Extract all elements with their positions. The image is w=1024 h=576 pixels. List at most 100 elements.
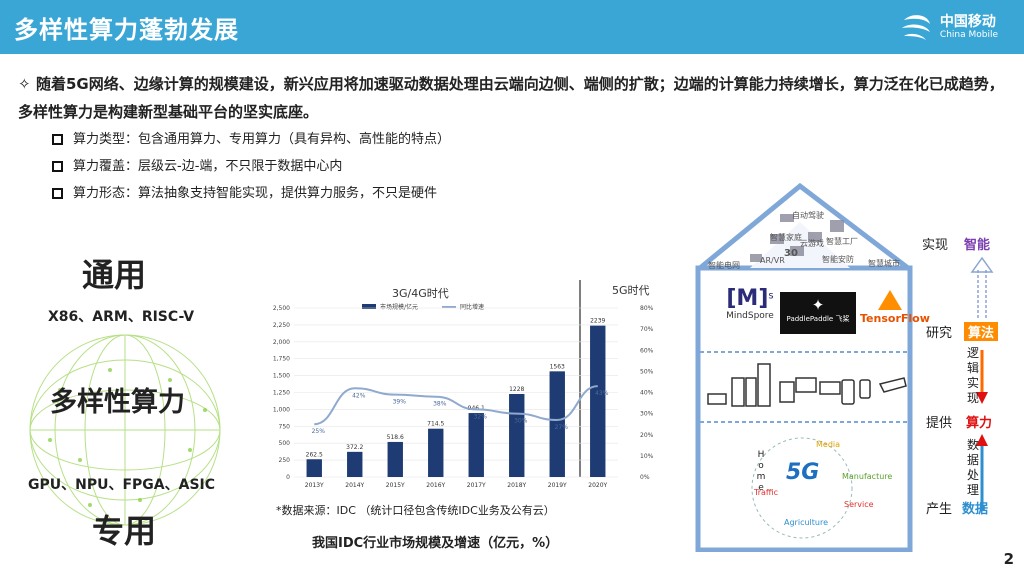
paddlepaddle-mark: ✦	[811, 296, 825, 314]
y-left-tick-label: 1,750	[273, 356, 290, 363]
row-value-intelligence: 智能	[964, 238, 991, 253]
bar-value-label: 372.2	[346, 444, 363, 451]
paddlepaddle-label: PaddlePaddle 飞桨	[786, 315, 850, 323]
roof-app-smart-security: 智能安防	[822, 255, 854, 264]
diamond-bullet-icon: ✧	[18, 75, 31, 93]
iot-agriculture: Agriculture	[784, 518, 828, 527]
paddlepaddle-logo: ✦ PaddlePaddle 飞桨	[780, 292, 856, 334]
growth-value-label: 25%	[312, 428, 326, 435]
logic-impl-vertical-label: 逻辑实现	[966, 346, 979, 405]
roof-app-cloud-gaming: 云游戏	[800, 239, 824, 248]
growth-value-label: 38%	[433, 401, 447, 408]
bullet-text: 算力形态：算法抽象支持智能实现，提供算力服务，不只是硬件	[73, 186, 438, 201]
growth-value-label: 32%	[474, 413, 488, 420]
legend-line-label: 同比增速	[460, 303, 484, 311]
tensorflow-mark-icon	[878, 290, 902, 310]
bar-value-label: 1228	[509, 386, 524, 393]
x-tick-label: 2019Y	[548, 482, 567, 489]
row-action-research: 研究	[926, 326, 953, 341]
bar-2014Y	[347, 451, 363, 477]
bar-value-label: 2239	[590, 318, 605, 325]
header-bar: 多样性算力蓬勃发展 中国移动 China Mobile	[0, 0, 1024, 54]
legend-bar-swatch	[362, 304, 376, 309]
bar-value-label: 262.5	[306, 451, 323, 458]
y-left-tick-label: 2,000	[273, 339, 290, 346]
y-left-tick-label: 2,500	[273, 305, 290, 312]
tensorflow-label: TensorFlow	[860, 312, 930, 325]
square-bullet-icon	[52, 188, 63, 199]
growth-rate-line	[314, 385, 598, 426]
y-right-tick-label: 40%	[640, 390, 654, 397]
bar-2013Y	[306, 459, 322, 477]
bar-value-label: 518.6	[387, 434, 404, 441]
bar-value-label: 1563	[550, 363, 565, 370]
y-right-tick-label: 80%	[640, 305, 654, 312]
data-source-note: *数据来源：IDC （统计口径包含传统IDC业务及公有云）	[276, 504, 555, 517]
accelerator-label: GPU、NPU、FPGA、ASIC	[28, 477, 216, 493]
lead-paragraph: ✧ 随着5G网络、边缘计算的规模建设，新兴应用将加速驱动数据处理由云端向边侧、端侧…	[18, 70, 1008, 126]
lead-text: 随着5G网络、边缘计算的规模建设，新兴应用将加速驱动数据处理由云端向边侧、端侧的…	[18, 75, 1004, 121]
iot-manufacture: Manufacture	[842, 472, 893, 481]
y-left-tick-label: 1,250	[273, 390, 290, 397]
mindspore-mark: [M]	[726, 286, 769, 311]
x-tick-label: 2013Y	[305, 482, 324, 489]
chart-caption: 我国IDC行业市场规模及增速（亿元，%）	[312, 536, 559, 551]
y-left-tick-label: 1,500	[273, 373, 290, 380]
x-tick-label: 2018Y	[507, 482, 526, 489]
tensorflow-logo: TensorFlow	[860, 290, 930, 325]
roof-app-smart-factory: 智慧工厂	[826, 237, 858, 246]
square-bullet-icon	[52, 161, 63, 172]
growth-value-label: 30%	[514, 418, 528, 425]
growth-value-label: 43%	[595, 390, 609, 397]
x-tick-label: 2014Y	[345, 482, 364, 489]
y-right-tick-label: 10%	[640, 453, 654, 460]
y-left-tick-label: 0	[286, 474, 290, 481]
y-right-tick-label: 70%	[640, 326, 654, 333]
bullet-item: 算力类型：包含通用算力、专用算力（具有异构、高性能的特点）	[52, 126, 450, 153]
y-left-tick-label: 1,000	[273, 406, 290, 413]
era-label-5g: 5G时代	[612, 284, 650, 297]
page-number: 2	[1003, 550, 1014, 568]
bullet-text: 算力覆盖：层级云-边-端，不只限于数据中心内	[73, 159, 343, 174]
bar-2017Y	[468, 413, 484, 477]
house-frame	[695, 182, 994, 552]
y-right-tick-label: 50%	[640, 368, 654, 375]
y-left-tick-label: 500	[279, 440, 291, 447]
row-action-generate: 产生	[926, 502, 953, 517]
iot-home: Home	[756, 450, 766, 493]
compute-types-panel: 通用 X86、ARM、RISC-V 多样性算力 GPU、NPU、FPGA、ASI…	[0, 230, 240, 576]
y-left-tick-label: 750	[279, 423, 291, 430]
bar-2020Y	[590, 325, 606, 477]
square-bullet-icon	[52, 134, 63, 145]
growth-value-label: 39%	[393, 399, 407, 406]
diverse-compute-label: 多样性算力	[50, 387, 185, 418]
growth-value-label: 42%	[352, 392, 366, 399]
legend-bar-label: 市场规模/亿元	[380, 303, 418, 311]
iot-5g-center: 5G	[786, 460, 820, 485]
idc-market-chart: 3G/4G时代 5G时代 市场规模/亿元 同比增速 0 250 500 750 1,00…	[262, 272, 672, 502]
bullet-text: 算力类型：包含通用算力、专用算力（具有异构、高性能的特点）	[73, 132, 451, 147]
bar-value-label: 714.5	[427, 421, 444, 428]
iot-service: Service	[844, 500, 874, 509]
bullet-item: 算力覆盖：层级云-边-端，不只限于数据中心内	[52, 153, 450, 180]
slide-title: 多样性算力蓬勃发展	[14, 16, 239, 44]
x-tick-label: 2020Y	[588, 482, 607, 489]
globe-network-image	[29, 334, 221, 526]
iot-traffic: Traffic	[754, 488, 779, 497]
bar-2016Y	[428, 428, 444, 477]
y-right-tick-label: 60%	[640, 347, 654, 354]
y-left-tick-label: 2,250	[273, 322, 290, 329]
compute-house-diagram: 自动驾驶 智慧家庭 云游戏 智慧工厂 AR/VR 智能电网 智能安防 智慧城市 …	[690, 182, 1024, 552]
bullet-item: 算力形态：算法抽象支持智能实现，提供算力服务，不只是硬件	[52, 180, 450, 207]
logo-cn-text: 中国移动	[939, 13, 996, 30]
roof-app-smart-city: 智慧城市	[868, 259, 900, 268]
x-tick-label: 2017Y	[467, 482, 486, 489]
idc-market-chart-svg: 3G/4G时代 5G时代 市场规模/亿元 同比增速 0 250 500 750 1,00…	[273, 280, 654, 489]
data-processing-vertical-label: 数据处理	[966, 438, 979, 497]
china-mobile-logo: 中国移动 China Mobile	[898, 10, 998, 44]
mindspore-mark-sup: s	[768, 290, 774, 302]
china-mobile-logo-icon	[901, 15, 930, 40]
y-left-tick-label: 250	[279, 457, 291, 464]
y-right-tick-label: 0%	[640, 474, 650, 481]
row-value-data: 数据	[962, 502, 989, 517]
